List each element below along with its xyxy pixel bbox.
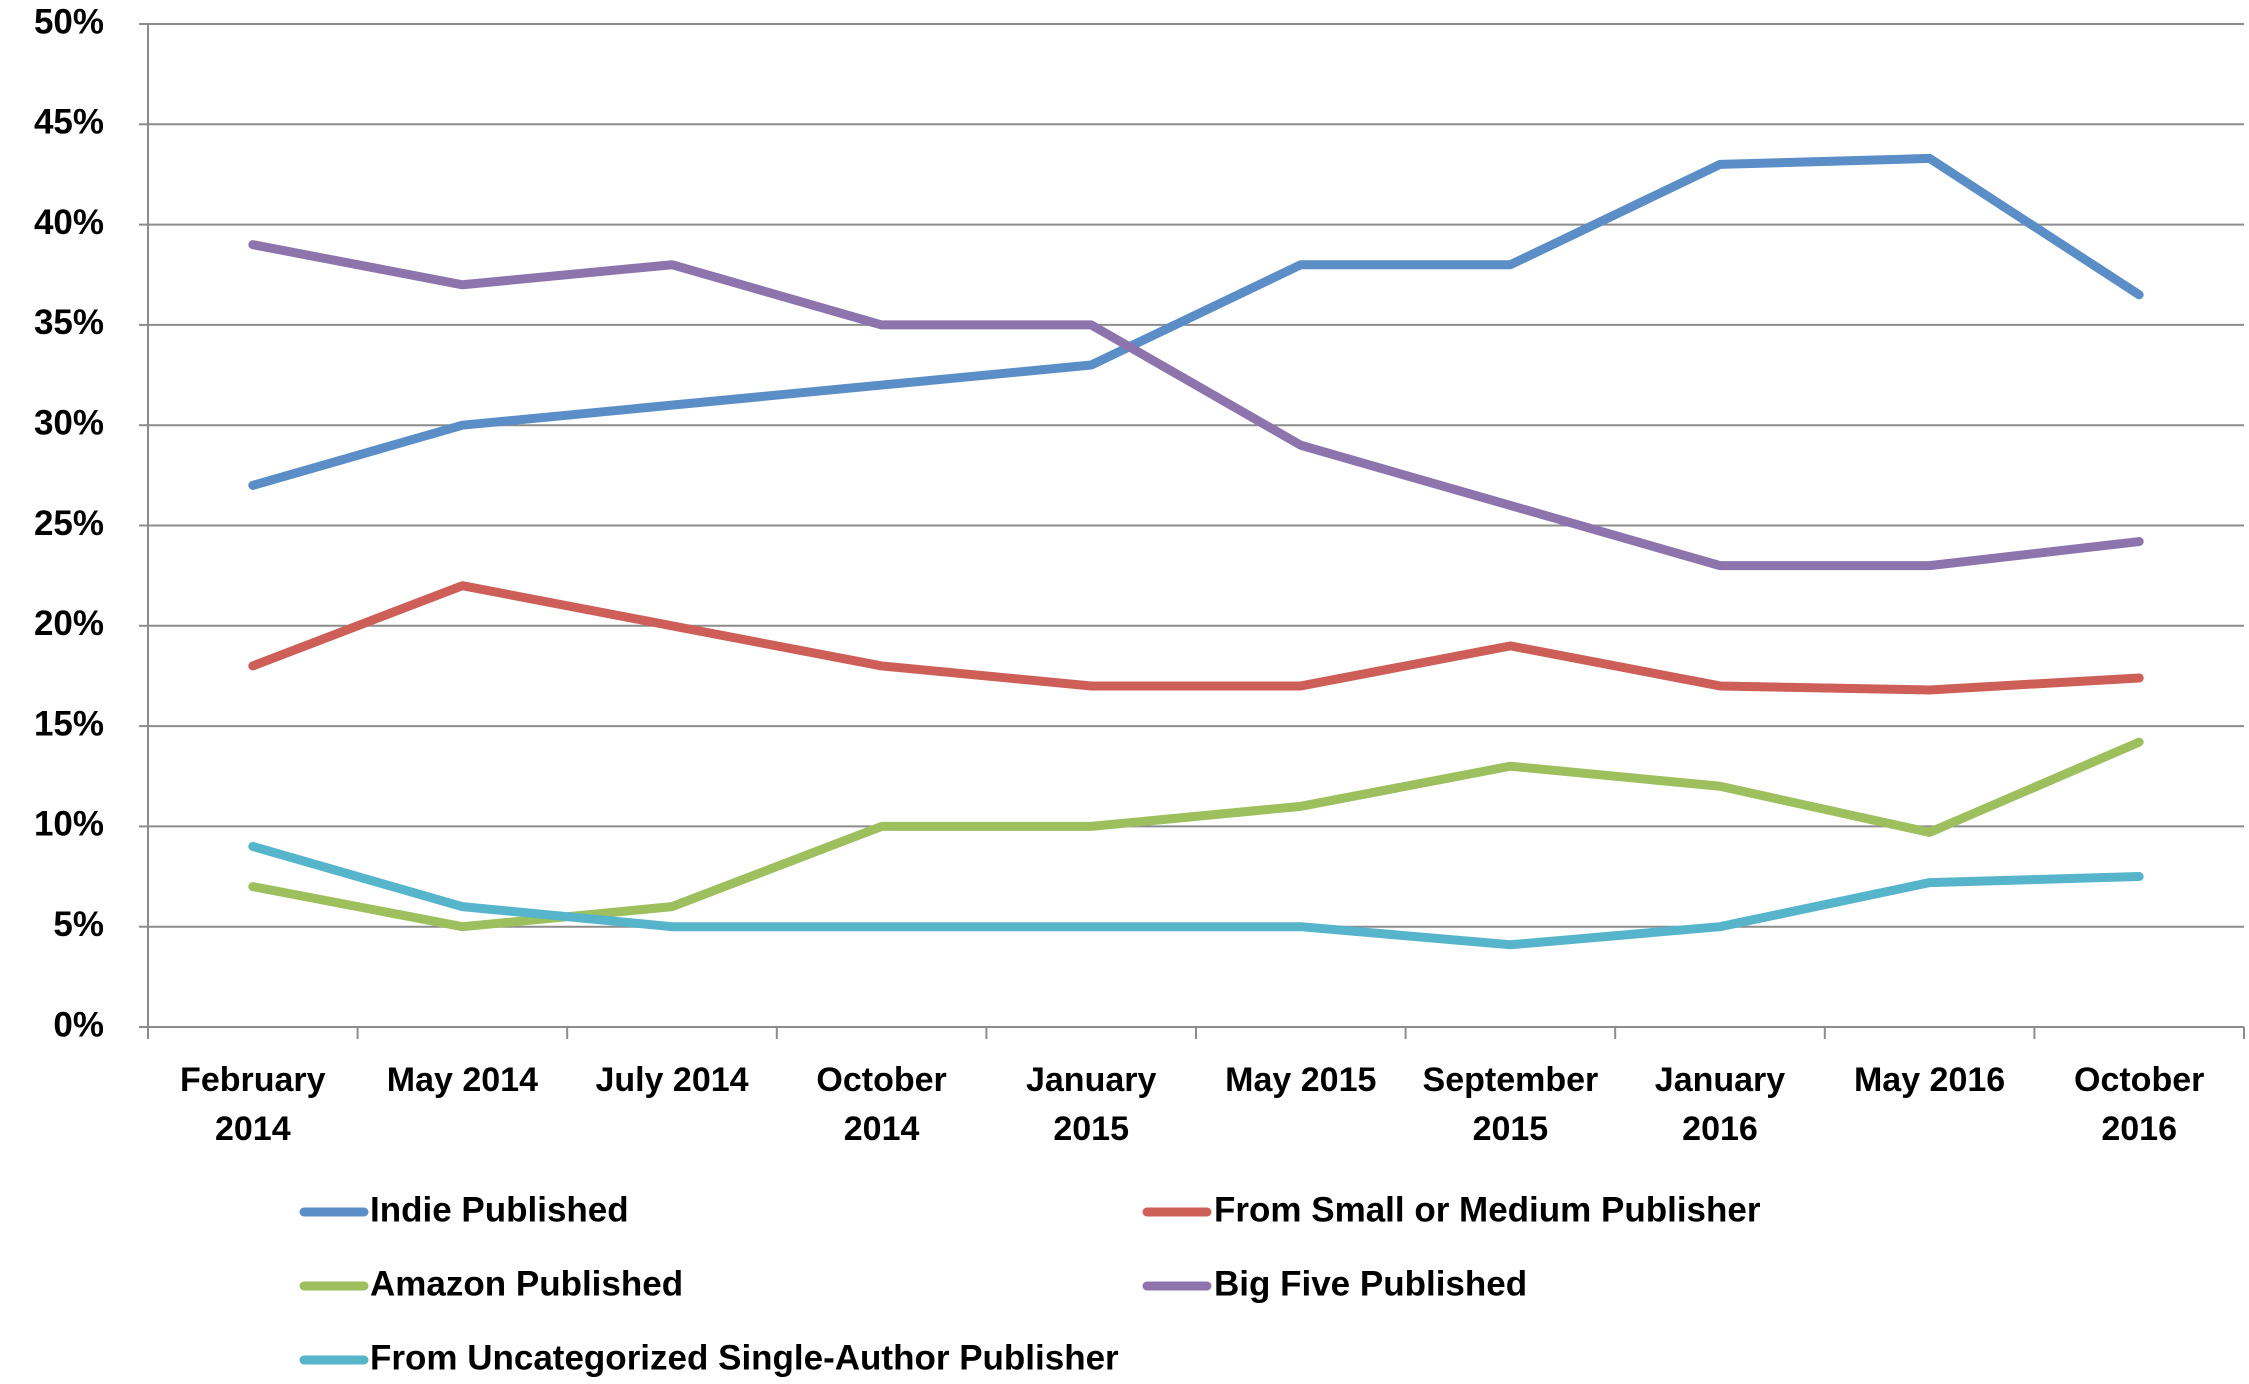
y-tick-label: 30% <box>34 403 104 442</box>
x-tick-label: September 2015 <box>1422 1061 1599 1148</box>
x-tick-label: July 2014 <box>595 1061 749 1099</box>
y-tick-label: 40% <box>34 203 104 242</box>
x-tick-label: May 2016 <box>1853 1061 2006 1099</box>
series-line <box>248 581 2144 695</box>
x-tick-label: October 2016 <box>2074 1061 2205 1148</box>
y-tick-label: 0% <box>53 1005 104 1044</box>
x-tick-label: October 2014 <box>816 1061 947 1148</box>
x-tick-label: May 2014 <box>386 1061 538 1099</box>
series-line <box>248 153 2144 490</box>
y-tick-label: 15% <box>34 704 104 743</box>
y-tick-label: 10% <box>34 805 104 844</box>
y-tick-label: 50% <box>34 2 104 41</box>
series-line <box>248 841 2144 950</box>
legend-label: From Small or Medium Publisher <box>1214 1190 1761 1229</box>
legend-label: Indie Published <box>370 1190 629 1229</box>
legend-label: Big Five Published <box>1214 1264 1527 1303</box>
x-tick-label: January 2016 <box>1654 1061 1786 1148</box>
x-tick-label: February 2014 <box>180 1061 326 1148</box>
x-tick-label: January 2015 <box>1025 1061 1157 1148</box>
y-tick-label: 35% <box>34 303 104 342</box>
y-tick-label: 45% <box>34 103 104 142</box>
legend-label: Amazon Published <box>370 1264 683 1303</box>
y-tick-label: 25% <box>34 504 104 543</box>
x-tick-label: May 2015 <box>1225 1061 1377 1099</box>
legend-label: From Uncategorized Single-Author Publish… <box>370 1338 1119 1377</box>
series-line <box>248 240 2144 571</box>
y-tick-label: 5% <box>53 905 104 944</box>
y-tick-label: 20% <box>34 604 104 643</box>
